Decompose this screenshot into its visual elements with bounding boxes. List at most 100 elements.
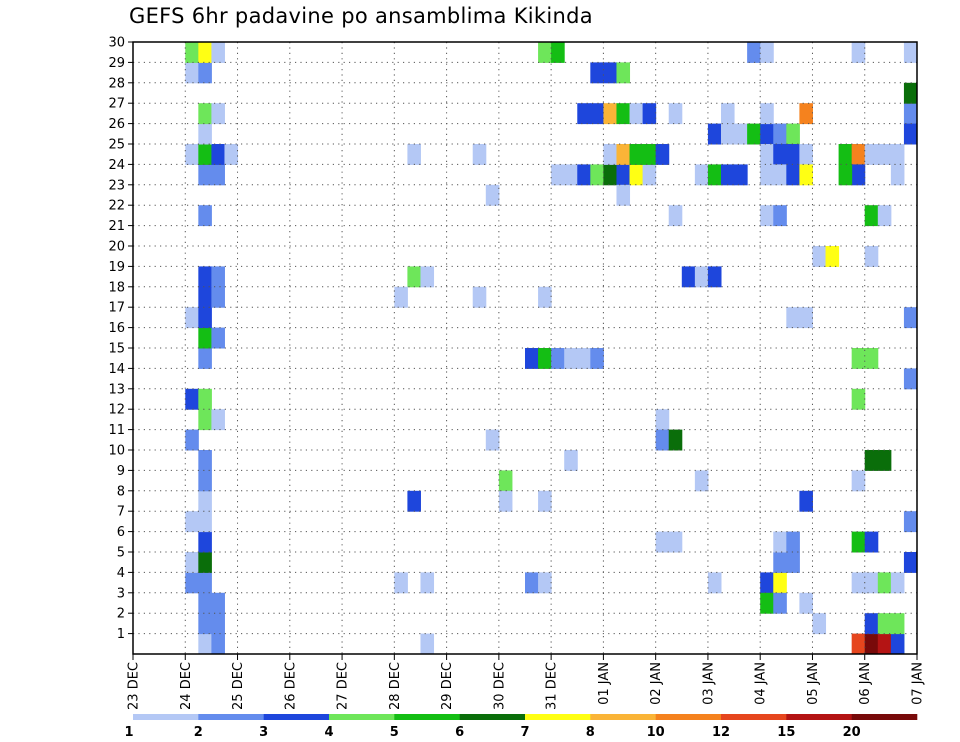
heatmap-cell — [838, 164, 853, 186]
heatmap-cell — [655, 409, 670, 431]
colorbar: 1 2 3 4 5 6 7 8 10 12 15 20 — [124, 714, 918, 740]
heatmap-cell — [198, 348, 212, 369]
heatmap-cell — [642, 164, 657, 186]
heatmap-cell — [211, 144, 225, 165]
heatmap-cell — [668, 205, 683, 227]
heatmap-cell — [760, 205, 774, 227]
colorbar-swatch — [655, 714, 722, 720]
heatmap-cell — [198, 511, 212, 533]
heatmap-cell — [734, 164, 748, 186]
colorbar-label: 1 — [124, 725, 133, 740]
heatmap-cell — [564, 450, 578, 471]
heatmap-cell — [185, 307, 199, 329]
heatmap-cell — [890, 633, 905, 655]
y-tick-label: 23 — [108, 178, 125, 193]
heatmap-cell — [760, 123, 774, 145]
colorbar-label: 10 — [647, 725, 665, 740]
heatmap-cell — [603, 164, 617, 186]
heatmap-cell — [185, 572, 199, 594]
heatmap-cell — [211, 327, 225, 349]
heatmap-cell — [903, 307, 918, 329]
heatmap-cell — [655, 429, 670, 451]
heatmap-cell — [198, 103, 212, 125]
y-tick-label: 20 — [108, 240, 125, 255]
heatmap-cell — [185, 511, 199, 533]
heatmap-cell — [211, 409, 225, 431]
heatmap-cell — [812, 613, 827, 635]
heatmap-cell — [590, 62, 604, 84]
y-tick-label: 30 — [108, 36, 125, 51]
heatmap-cell — [551, 164, 565, 186]
heatmap-cell — [616, 144, 631, 165]
heatmap-cell — [851, 388, 866, 410]
heatmap-cell — [760, 144, 774, 165]
heatmap-cell — [877, 633, 892, 655]
y-tick-label: 29 — [108, 56, 125, 71]
heatmap-cell — [590, 164, 604, 186]
heatmap-cell — [851, 348, 866, 369]
heatmap-cell — [799, 164, 813, 186]
heatmap-cell — [773, 552, 787, 573]
heatmap-cell — [629, 144, 644, 165]
heatmap-cell — [760, 164, 774, 186]
heatmap-cell — [877, 450, 892, 471]
y-tick-label: 21 — [108, 219, 125, 234]
heatmap-cell — [655, 531, 670, 553]
heatmap-cell — [877, 205, 892, 227]
colorbar-swatch — [590, 714, 656, 720]
heatmap-cell — [786, 552, 800, 573]
heatmap-cell — [707, 572, 722, 594]
heatmap-cell — [825, 246, 840, 267]
y-tick-label: 7 — [117, 505, 125, 520]
y-tick-label: 6 — [117, 525, 125, 540]
heatmap-cell — [564, 164, 578, 186]
colorbar-swatch — [198, 714, 264, 720]
heatmap-cell — [851, 164, 866, 186]
x-tick-label: 05 JAN — [806, 662, 821, 705]
x-tick-label: 06 JAN — [858, 662, 873, 705]
heatmap-cell — [394, 286, 408, 308]
heatmap-cell — [864, 205, 879, 227]
heatmap-cell — [211, 103, 225, 125]
colorbar-label: 6 — [455, 725, 464, 740]
heatmap-cell — [538, 42, 552, 63]
heatmap-cell — [538, 490, 552, 512]
heatmap-cell — [198, 490, 212, 512]
heatmap-cell — [721, 123, 735, 145]
heatmap-cell — [629, 164, 644, 186]
heatmap-cell — [185, 429, 199, 451]
heatmap-cell — [198, 388, 212, 410]
heatmap-cell — [851, 42, 866, 63]
heatmap-cell — [472, 144, 487, 165]
heatmap-cell — [642, 103, 657, 125]
heatmap-cell — [629, 103, 644, 125]
heatmap-cell — [198, 470, 212, 492]
heatmap-cell — [198, 409, 212, 431]
heatmap-cell — [420, 633, 435, 655]
x-tick-label: 25 DEC — [231, 662, 246, 710]
heatmap-cell — [211, 164, 225, 186]
heatmap-cell — [198, 592, 212, 614]
heatmap-cell — [577, 348, 591, 369]
heatmap-cell — [590, 348, 604, 369]
x-tick-label: 29 DEC — [440, 662, 455, 710]
x-tick-label: 27 DEC — [336, 662, 351, 710]
heatmap-cell — [851, 531, 866, 553]
colorbar-swatch — [394, 714, 460, 720]
heatmap-cell — [498, 470, 513, 492]
heatmap-cell — [198, 633, 212, 655]
y-tick-label: 8 — [117, 484, 125, 499]
heatmap-cell — [694, 470, 709, 492]
x-tick-label: 03 JAN — [701, 662, 716, 705]
heatmap-cell — [812, 246, 827, 267]
heatmap-cell — [407, 266, 421, 288]
heatmap-cell — [590, 103, 604, 125]
heatmap-cell — [577, 103, 591, 125]
heatmap-cell — [564, 348, 578, 369]
y-tick-label: 1 — [117, 627, 125, 642]
heatmap-cell — [890, 572, 905, 594]
heatmap-cell — [198, 123, 212, 145]
heatmap-cell — [864, 613, 879, 635]
grid-layer — [133, 42, 917, 654]
heatmap-cell — [799, 103, 813, 125]
